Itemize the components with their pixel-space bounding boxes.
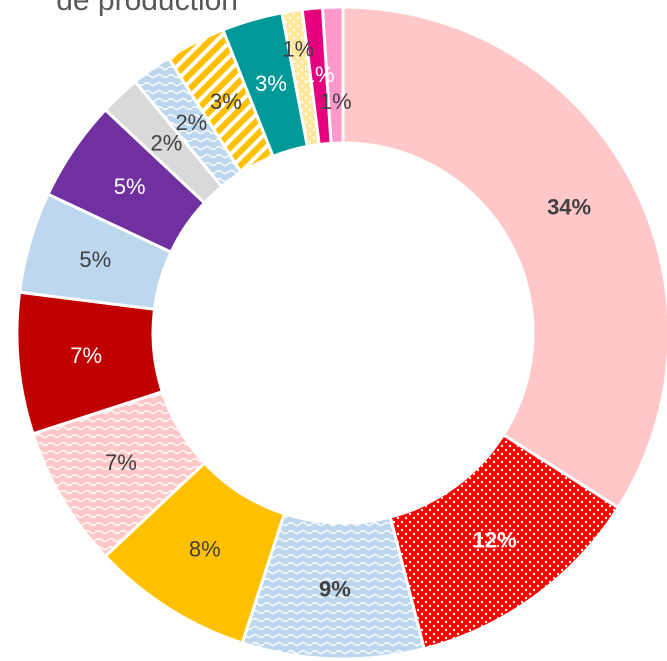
data-label: 2% <box>150 131 182 156</box>
data-label: 1% <box>303 62 335 87</box>
data-label: 12% <box>473 528 517 553</box>
data-label: 7% <box>105 450 137 475</box>
data-label: 5% <box>114 174 146 199</box>
donut-segment <box>320 5 345 145</box>
data-label: 1% <box>282 36 314 61</box>
data-label: 2% <box>175 110 207 135</box>
data-label: 7% <box>70 343 102 368</box>
donut-segment <box>341 5 667 510</box>
data-label: 3% <box>255 71 287 96</box>
chart-title: de production <box>56 0 238 17</box>
data-label: 1% <box>320 89 352 114</box>
data-label: 34% <box>547 195 591 220</box>
data-label: 9% <box>319 577 351 602</box>
data-label: 3% <box>210 89 242 114</box>
data-label: 8% <box>189 537 221 562</box>
data-label: 5% <box>79 247 111 272</box>
